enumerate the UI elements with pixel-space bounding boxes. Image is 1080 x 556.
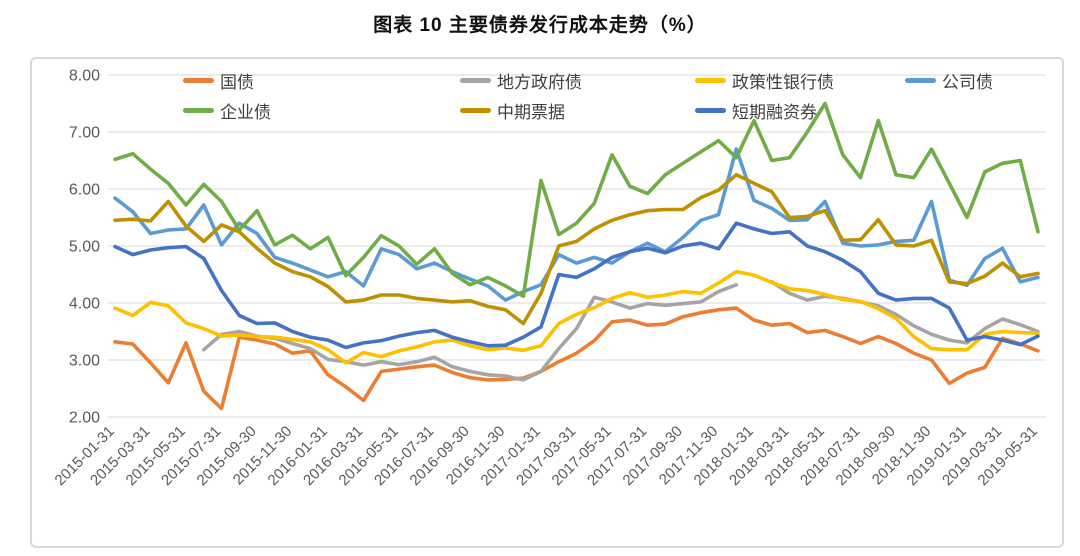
series-line-mtn: [113, 173, 1040, 326]
legend-label-mtn: 中期票据: [497, 102, 565, 122]
legend-item-local-gov: 地方政府债: [460, 69, 582, 92]
legend-label-treasury: 国债: [220, 72, 254, 92]
legend-label-policy-bank: 政策性银行债: [732, 72, 834, 92]
legend-item-scp: 短期融资券: [695, 99, 817, 122]
legend-item-mtn: 中期票据: [460, 99, 565, 122]
y-axis-tick-label: 6.00: [69, 182, 100, 199]
legend-label-enterprise: 企业债: [220, 102, 271, 122]
legend-swatch-local-gov: [460, 77, 491, 83]
legend-swatch-scp: [695, 107, 726, 113]
y-axis-tick-label: 4.00: [69, 296, 100, 313]
legend-item-enterprise: 企业债: [183, 99, 271, 122]
series-line-local-gov: [202, 280, 1040, 382]
legend-label-scp: 短期融资券: [732, 102, 817, 122]
chart-title: 图表 10 主要债券发行成本走势（%）: [373, 15, 707, 36]
legend-item-corporate: 公司债: [905, 69, 993, 92]
y-axis-tick-label: 7.00: [69, 125, 100, 142]
series-line-policy-bank: [113, 269, 1040, 365]
y-axis-tick-label: 2.00: [69, 410, 100, 427]
legend-swatch-treasury: [183, 77, 214, 83]
series-line-enterprise: [113, 101, 1040, 298]
legend-item-treasury: 国债: [183, 69, 254, 92]
legend-label-corporate: 公司债: [942, 72, 993, 92]
y-axis-tick-label: 8.00: [69, 68, 100, 85]
y-axis-tick-label: 5.00: [69, 239, 100, 256]
series-line-scp: [113, 221, 1040, 350]
legend-label-local-gov: 地方政府债: [497, 72, 582, 92]
legend-swatch-mtn: [460, 107, 491, 113]
series-line-treasury: [113, 306, 1040, 411]
legend-swatch-corporate: [905, 77, 936, 83]
legend-swatch-enterprise: [183, 107, 214, 113]
y-axis-tick-label: 3.00: [69, 353, 100, 370]
series-line-corporate: [113, 147, 1040, 302]
legend-swatch-policy-bank: [695, 77, 726, 83]
legend-item-policy-bank: 政策性银行债: [695, 69, 834, 92]
